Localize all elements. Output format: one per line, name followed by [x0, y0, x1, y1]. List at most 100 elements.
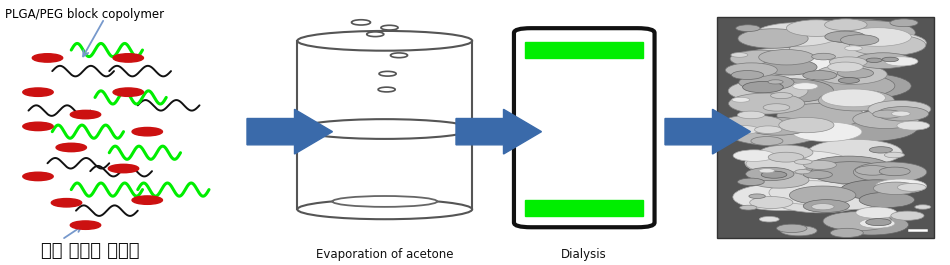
- Circle shape: [845, 28, 911, 46]
- Circle shape: [763, 104, 789, 111]
- Circle shape: [850, 32, 926, 54]
- Circle shape: [745, 150, 840, 176]
- Circle shape: [915, 205, 931, 209]
- Circle shape: [754, 23, 840, 46]
- Circle shape: [823, 212, 892, 231]
- Circle shape: [23, 122, 53, 131]
- Circle shape: [820, 73, 911, 99]
- Circle shape: [795, 170, 810, 174]
- Circle shape: [779, 117, 834, 133]
- Circle shape: [828, 21, 915, 45]
- Circle shape: [830, 228, 864, 237]
- Circle shape: [732, 184, 830, 211]
- Ellipse shape: [332, 196, 437, 207]
- Circle shape: [794, 160, 812, 164]
- Circle shape: [855, 166, 890, 175]
- Circle shape: [731, 52, 748, 57]
- Text: 황칠 초임계 추출물: 황칠 초임계 추출물: [41, 242, 140, 260]
- Circle shape: [891, 111, 910, 116]
- Circle shape: [743, 82, 783, 93]
- Circle shape: [746, 167, 794, 181]
- Circle shape: [737, 58, 829, 83]
- Circle shape: [728, 126, 759, 134]
- Circle shape: [750, 52, 831, 75]
- Circle shape: [789, 186, 856, 205]
- Circle shape: [810, 162, 890, 184]
- Circle shape: [759, 169, 774, 173]
- Circle shape: [759, 145, 813, 160]
- Circle shape: [762, 151, 850, 175]
- Circle shape: [855, 53, 912, 69]
- Circle shape: [352, 20, 370, 25]
- Circle shape: [776, 224, 807, 233]
- Circle shape: [795, 84, 884, 109]
- Circle shape: [729, 80, 808, 102]
- Circle shape: [760, 59, 817, 75]
- Circle shape: [780, 226, 817, 236]
- Circle shape: [750, 172, 809, 188]
- Circle shape: [876, 179, 926, 193]
- Circle shape: [787, 20, 846, 36]
- Polygon shape: [665, 109, 751, 154]
- Circle shape: [113, 88, 143, 96]
- Circle shape: [23, 88, 53, 96]
- Circle shape: [801, 166, 894, 192]
- Circle shape: [132, 127, 162, 136]
- Circle shape: [749, 194, 766, 198]
- Circle shape: [740, 205, 757, 210]
- Circle shape: [792, 122, 862, 142]
- Circle shape: [738, 29, 808, 48]
- Circle shape: [732, 70, 764, 80]
- Circle shape: [750, 136, 783, 145]
- Circle shape: [769, 152, 804, 162]
- Circle shape: [845, 46, 863, 51]
- Circle shape: [70, 221, 101, 229]
- Circle shape: [804, 171, 832, 179]
- Circle shape: [820, 114, 918, 142]
- Circle shape: [754, 126, 782, 134]
- Circle shape: [732, 97, 750, 102]
- Circle shape: [51, 198, 82, 207]
- Circle shape: [739, 75, 794, 90]
- Circle shape: [897, 121, 930, 130]
- Circle shape: [818, 90, 894, 111]
- Circle shape: [868, 100, 931, 118]
- Circle shape: [825, 19, 867, 31]
- Circle shape: [768, 80, 783, 84]
- Circle shape: [759, 217, 779, 222]
- Circle shape: [748, 79, 833, 103]
- Circle shape: [731, 50, 792, 67]
- Circle shape: [807, 156, 891, 180]
- Circle shape: [56, 143, 86, 152]
- Circle shape: [877, 107, 929, 121]
- Circle shape: [853, 110, 919, 129]
- Circle shape: [729, 93, 805, 114]
- Bar: [525, 200, 643, 216]
- Circle shape: [764, 168, 855, 194]
- Circle shape: [811, 204, 834, 210]
- Circle shape: [898, 183, 926, 191]
- Circle shape: [803, 70, 837, 80]
- Circle shape: [381, 25, 398, 30]
- Circle shape: [841, 180, 912, 200]
- Circle shape: [804, 200, 849, 213]
- Circle shape: [883, 57, 899, 62]
- Circle shape: [884, 57, 918, 66]
- Circle shape: [890, 19, 918, 27]
- Circle shape: [772, 93, 868, 120]
- Circle shape: [32, 54, 63, 62]
- Circle shape: [825, 31, 865, 42]
- Circle shape: [865, 219, 891, 226]
- Circle shape: [378, 87, 395, 92]
- Circle shape: [113, 54, 143, 62]
- Polygon shape: [456, 109, 542, 154]
- Bar: [525, 42, 643, 58]
- Circle shape: [750, 197, 793, 209]
- Circle shape: [132, 196, 162, 204]
- Circle shape: [880, 167, 910, 176]
- Circle shape: [859, 192, 915, 207]
- Circle shape: [829, 57, 867, 67]
- Circle shape: [808, 139, 902, 166]
- Circle shape: [866, 58, 882, 63]
- Circle shape: [108, 164, 139, 173]
